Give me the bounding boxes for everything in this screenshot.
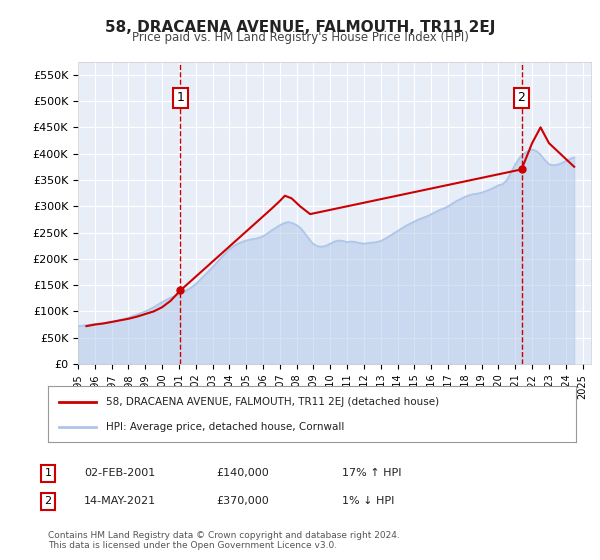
Text: 58, DRACAENA AVENUE, FALMOUTH, TR11 2EJ (detached house): 58, DRACAENA AVENUE, FALMOUTH, TR11 2EJ … xyxy=(106,397,439,407)
Text: 1% ↓ HPI: 1% ↓ HPI xyxy=(342,496,394,506)
Text: £370,000: £370,000 xyxy=(216,496,269,506)
Text: Contains HM Land Registry data © Crown copyright and database right 2024.
This d: Contains HM Land Registry data © Crown c… xyxy=(48,530,400,550)
Text: 2: 2 xyxy=(44,496,52,506)
Text: 58, DRACAENA AVENUE, FALMOUTH, TR11 2EJ: 58, DRACAENA AVENUE, FALMOUTH, TR11 2EJ xyxy=(105,20,495,35)
Text: 02-FEB-2001: 02-FEB-2001 xyxy=(84,468,155,478)
Text: 1: 1 xyxy=(176,91,184,104)
Text: 14-MAY-2021: 14-MAY-2021 xyxy=(84,496,156,506)
Text: £140,000: £140,000 xyxy=(216,468,269,478)
Text: Price paid vs. HM Land Registry's House Price Index (HPI): Price paid vs. HM Land Registry's House … xyxy=(131,31,469,44)
Text: 17% ↑ HPI: 17% ↑ HPI xyxy=(342,468,401,478)
Text: 2: 2 xyxy=(518,91,526,104)
Text: 1: 1 xyxy=(44,468,52,478)
Text: HPI: Average price, detached house, Cornwall: HPI: Average price, detached house, Corn… xyxy=(106,422,344,432)
